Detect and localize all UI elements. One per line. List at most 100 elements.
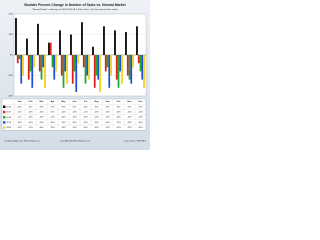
table-cell: -20% <box>28 117 33 119</box>
bar <box>114 30 116 55</box>
bar <box>141 55 144 80</box>
table-cell: -20% <box>50 127 55 129</box>
bar <box>84 55 87 84</box>
bar <box>130 55 133 84</box>
bar <box>88 55 90 80</box>
bar <box>73 55 76 72</box>
table-cell: 15% <box>50 106 54 108</box>
table-header: Oct <box>117 100 121 103</box>
bar <box>15 18 17 56</box>
table-cell: -25% <box>94 117 99 119</box>
table-cell: -30% <box>83 127 88 129</box>
bar <box>106 55 109 68</box>
table-cell: 30% <box>61 106 65 108</box>
bar <box>97 55 100 80</box>
table-cell: 40% <box>83 106 87 108</box>
table-cell: -15% <box>105 117 110 119</box>
table-cell: -20% <box>138 117 143 119</box>
footer-left: Created by Agents for Home Buyers LLC <box>4 140 41 143</box>
table-cell: -20% <box>116 122 121 124</box>
table-header: Nov <box>127 101 132 103</box>
bar <box>20 55 23 84</box>
y-tick-label: 50% <box>9 14 13 16</box>
table-cell: -45% <box>94 127 99 129</box>
bar <box>22 55 24 76</box>
bar <box>125 32 127 55</box>
table-cell: -30% <box>28 112 33 114</box>
table-cell: -30% <box>116 112 121 114</box>
table-cell: -40% <box>39 127 44 129</box>
y-tick-label: -50% <box>8 96 13 98</box>
bar <box>95 55 98 76</box>
table-header: Jun <box>73 101 78 103</box>
bar <box>143 55 145 88</box>
table-cell: -25% <box>127 112 132 114</box>
bar <box>104 55 107 72</box>
legend-label: 2018 <box>6 117 12 119</box>
table-cell: -25% <box>105 127 110 129</box>
table-cell: 30% <box>116 106 120 108</box>
table-cell: -40% <box>28 122 33 124</box>
table-cell: -10% <box>17 112 22 114</box>
table-header: Apr <box>51 100 55 103</box>
bar <box>115 55 118 80</box>
table-header: Dec <box>138 101 143 103</box>
legend-swatch <box>3 121 6 124</box>
bar <box>132 55 134 68</box>
legend-label: 2020 <box>6 127 12 129</box>
bar <box>59 30 61 55</box>
table-header: Jan <box>18 101 22 103</box>
bar <box>75 55 78 92</box>
chart-title: Boulder Percent Change in Number of Sale… <box>24 3 126 7</box>
bar <box>139 55 142 72</box>
table-cell: -40% <box>116 117 121 119</box>
footer-center: www.AgentsForHomeBuyers.com <box>60 140 90 143</box>
y-tick-label: 25% <box>9 34 13 36</box>
table-cell: -15% <box>39 122 44 124</box>
table-header: Aug <box>94 100 99 103</box>
bar <box>126 55 129 76</box>
table-cell: -35% <box>116 127 121 129</box>
table-cell: 15% <box>50 112 54 114</box>
table-header: Mar <box>40 101 44 103</box>
table-cell: -20% <box>105 112 110 114</box>
bar <box>44 55 46 88</box>
bar <box>26 38 28 55</box>
table-cell: -20% <box>72 117 77 119</box>
bar <box>48 42 50 55</box>
table-header: Feb <box>29 101 34 103</box>
bar <box>16 55 19 64</box>
bar <box>136 26 138 55</box>
legend-swatch <box>3 110 6 114</box>
table-cell: -30% <box>39 117 44 119</box>
table-cell: -10% <box>72 127 77 129</box>
table-cell: -35% <box>83 117 88 119</box>
bar <box>37 23 39 55</box>
bar <box>49 42 52 55</box>
bar <box>31 55 34 88</box>
table-cell: -25% <box>17 127 22 129</box>
bar <box>103 26 105 55</box>
table-cell: -5% <box>18 117 22 119</box>
bar <box>117 55 120 88</box>
table-cell: 35% <box>138 106 142 108</box>
table-cell: 10% <box>94 106 98 108</box>
table-cell: -20% <box>39 112 44 114</box>
table-cell: -30% <box>94 122 99 124</box>
table-cell: -30% <box>138 122 143 124</box>
footer-right: Data Source: IRES MLS <box>124 140 146 143</box>
bar <box>110 55 112 76</box>
table-cell: -35% <box>17 122 22 124</box>
table-cell: -35% <box>61 127 66 129</box>
table-cell: -45% <box>72 122 77 124</box>
table-cell: -15% <box>127 127 132 129</box>
table-header: May <box>61 101 66 103</box>
table-cell: 35% <box>105 106 109 108</box>
table-cell: -35% <box>127 122 132 124</box>
table-cell: -40% <box>138 127 143 129</box>
table-cell: -10% <box>138 112 143 114</box>
bar <box>18 55 21 60</box>
table-cell: -30% <box>127 117 132 119</box>
table-cell: -30% <box>50 122 55 124</box>
table-cell: 20% <box>28 106 32 108</box>
